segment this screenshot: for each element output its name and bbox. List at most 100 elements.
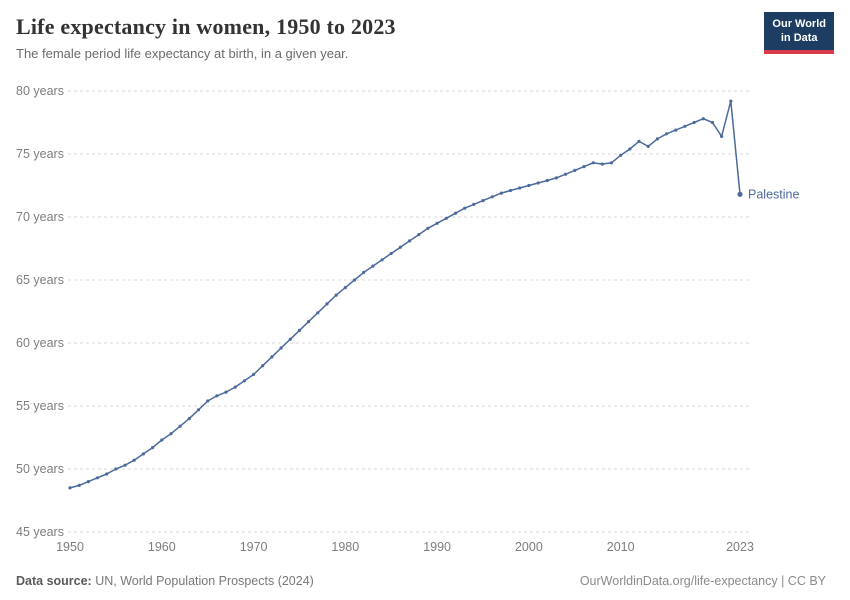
data-point — [68, 486, 72, 490]
x-tick-label: 2000 — [515, 540, 543, 554]
data-point — [417, 233, 421, 237]
data-source-label: Data source: — [16, 574, 92, 588]
y-tick-label: 65 years — [16, 273, 64, 287]
data-point — [261, 364, 265, 368]
data-point — [591, 161, 595, 165]
data-point — [196, 408, 201, 412]
data-point — [206, 399, 210, 403]
x-tick-label: 1980 — [331, 540, 359, 554]
data-point — [398, 245, 402, 249]
data-point — [637, 139, 641, 143]
y-tick-label: 50 years — [16, 462, 64, 476]
x-tick-label: 2023 — [726, 540, 754, 554]
data-point — [573, 168, 577, 172]
data-point — [279, 346, 283, 350]
data-point — [95, 476, 100, 480]
y-tick-label: 60 years — [16, 336, 64, 350]
data-point — [453, 211, 458, 215]
data-point — [554, 176, 559, 180]
x-tick-label: 1970 — [240, 540, 268, 554]
data-point — [233, 385, 237, 389]
data-point — [628, 147, 632, 151]
chart-subtitle: The female period life expectancy at bir… — [16, 46, 349, 61]
data-point — [435, 221, 439, 225]
data-source: Data source: UN, World Population Prospe… — [16, 574, 314, 588]
data-point — [105, 472, 109, 476]
y-tick-label: 70 years — [16, 210, 64, 224]
data-point — [499, 191, 503, 195]
data-point — [371, 264, 375, 268]
data-point — [114, 467, 118, 471]
data-point — [380, 258, 384, 262]
x-tick-label: 1990 — [423, 540, 451, 554]
data-point — [316, 311, 320, 315]
y-tick-label: 45 years — [16, 525, 64, 539]
series-line — [69, 100, 741, 489]
data-point — [426, 226, 430, 230]
data-point — [564, 172, 568, 176]
x-tick-label: 1950 — [56, 540, 84, 554]
data-point — [508, 188, 513, 193]
data-point — [490, 195, 494, 199]
data-point — [169, 432, 173, 436]
data-point — [655, 137, 660, 141]
data-point — [600, 162, 604, 166]
data-point — [408, 239, 412, 243]
data-point — [123, 463, 127, 467]
y-tick-label: 80 years — [16, 84, 64, 98]
attribution-link[interactable]: OurWorldinData.org/life-expectancy | CC … — [579, 574, 826, 588]
data-point — [242, 379, 246, 383]
data-point — [609, 161, 614, 165]
data-point — [252, 372, 256, 377]
data-point — [215, 394, 219, 398]
data-point — [720, 134, 724, 138]
owid-logo-line1: Our World — [772, 18, 826, 30]
chart-area: 45 years 50 years 55 years 60 years 65 years… — [0, 80, 850, 563]
data-point — [270, 355, 274, 359]
data-point — [297, 328, 302, 332]
data-point — [160, 438, 164, 442]
data-point — [536, 181, 540, 185]
data-point — [463, 206, 467, 210]
page-title: Life expectancy in women, 1950 to 2023 — [16, 14, 396, 39]
data-point — [729, 99, 733, 103]
data-source-text: UN, World Population Prospects (2024) — [91, 574, 314, 588]
chart-footer: Data source: UN, World Population Prospe… — [0, 574, 850, 588]
data-point — [86, 480, 90, 484]
line-chart: 45 years 50 years 55 years 60 years 65 years… — [16, 84, 799, 554]
data-point — [472, 202, 476, 206]
data-point — [674, 128, 678, 132]
data-point — [701, 117, 705, 121]
data-point — [178, 424, 182, 428]
data-point — [334, 293, 338, 297]
data-point — [352, 278, 357, 282]
data-point — [646, 144, 650, 148]
data-point — [362, 270, 366, 274]
data-point — [132, 458, 136, 462]
data-point — [710, 120, 715, 125]
data-point — [187, 417, 191, 421]
chart-header: Life expectancy in women, 1950 to 2023 T… — [0, 0, 850, 66]
x-tick-label: 1960 — [148, 540, 176, 554]
y-tick-label: 75 years — [16, 147, 64, 161]
y-tick-label: 55 years — [16, 399, 64, 413]
owid-logo-line2: in Data — [780, 32, 818, 45]
series-label[interactable]: Palestine — [748, 187, 799, 201]
data-point — [518, 186, 522, 190]
owid-logo: Our World in Data — [764, 12, 834, 54]
data-point — [77, 483, 81, 487]
data-point — [307, 320, 311, 324]
data-point — [224, 390, 228, 394]
data-point — [683, 124, 687, 128]
data-point — [325, 302, 329, 306]
data-point — [151, 446, 155, 450]
series-end-point — [737, 191, 743, 197]
data-point — [141, 452, 145, 456]
data-point — [619, 153, 623, 157]
data-point — [481, 199, 485, 203]
data-point — [288, 337, 292, 341]
data-point — [665, 132, 669, 136]
data-point — [582, 165, 586, 169]
data-point — [343, 286, 347, 290]
data-point — [389, 251, 393, 256]
